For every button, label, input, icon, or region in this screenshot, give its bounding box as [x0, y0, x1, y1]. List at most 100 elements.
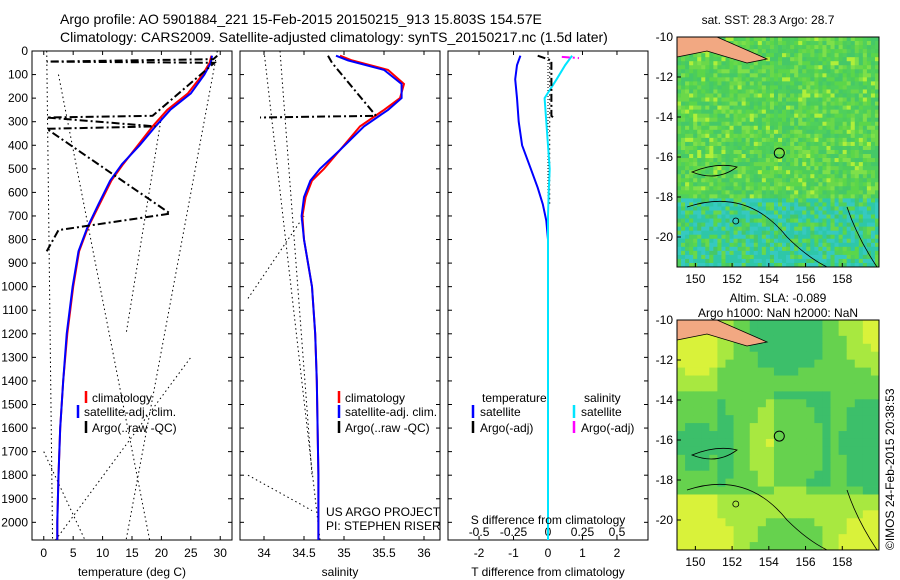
- map-cell: [725, 105, 730, 111]
- map-cell: [782, 162, 787, 167]
- y-tick-label: 100: [8, 68, 28, 82]
- map-cell: [810, 154, 815, 159]
- map-cell: [838, 194, 844, 199]
- map-cell: [814, 49, 819, 54]
- map-cell: [701, 423, 710, 432]
- map-cell: [725, 494, 734, 503]
- map-cell: [790, 69, 795, 74]
- map-cell: [838, 113, 844, 119]
- map-cell: [737, 65, 743, 70]
- map-cell: [854, 158, 860, 163]
- map-cell: [822, 117, 827, 123]
- map-cell: [846, 53, 852, 58]
- map-cell: [782, 101, 787, 106]
- map-cell: [713, 137, 718, 143]
- map-cell: [870, 478, 880, 487]
- map-cell: [794, 214, 799, 219]
- map-cell: [854, 37, 860, 42]
- map-cell: [741, 510, 751, 519]
- map-cell: [757, 407, 767, 416]
- map-cell: [842, 186, 848, 191]
- map-cell: [822, 145, 827, 151]
- map-cell: [786, 133, 791, 139]
- map-cell: [713, 210, 718, 215]
- map-cell: [778, 238, 783, 244]
- x2-tick-label: -0.25: [500, 525, 528, 539]
- map-cell: [870, 526, 880, 535]
- map-cell: [773, 399, 783, 408]
- map-cell: [749, 446, 759, 456]
- map-cell: [778, 77, 783, 82]
- map-cell: [709, 182, 714, 187]
- map-cell: [818, 226, 823, 232]
- map-cell: [854, 198, 860, 203]
- map-cell: [729, 170, 734, 175]
- map-cell: [822, 494, 831, 503]
- map-cell: [830, 182, 835, 187]
- map-cell: [778, 113, 783, 119]
- map-cell: [745, 242, 751, 248]
- map-cell: [749, 49, 755, 54]
- map-cell: [814, 137, 819, 143]
- map-cell: [769, 109, 775, 115]
- map-cell: [802, 121, 807, 127]
- map-cell: [814, 343, 823, 353]
- map-cell: [761, 166, 767, 171]
- map-cell: [858, 214, 864, 219]
- map-cell: [725, 359, 734, 368]
- map-cell: [689, 254, 694, 260]
- map-cell: [773, 542, 783, 551]
- map-cell: [854, 109, 860, 115]
- map-cell: [757, 478, 767, 487]
- map-cell: [769, 246, 775, 252]
- map-cell: [709, 246, 714, 252]
- map-cell: [681, 218, 686, 224]
- map-cell: [850, 186, 856, 191]
- map-cell: [874, 133, 880, 139]
- map-cell: [834, 149, 839, 155]
- map-cell: [870, 351, 880, 361]
- map-cell: [725, 542, 734, 551]
- map-cell: [802, 89, 807, 94]
- map-cell: [685, 57, 690, 62]
- map-cell: [773, 351, 783, 361]
- map-cell: [810, 149, 815, 155]
- map-cell: [830, 206, 835, 211]
- map-cell: [818, 234, 823, 240]
- map-cell: [717, 335, 726, 345]
- map-cell: [826, 101, 831, 106]
- map-cell: [697, 178, 702, 183]
- map-cell: [745, 198, 751, 203]
- map-cell: [866, 37, 872, 42]
- map-cell: [741, 343, 751, 353]
- map-cell: [685, 89, 690, 94]
- map-cell: [814, 198, 819, 203]
- map-cell: [830, 129, 835, 135]
- map-cell: [769, 254, 775, 260]
- map-cell: [822, 166, 827, 171]
- map-cell: [725, 77, 730, 82]
- map-cell: [862, 53, 868, 58]
- x-tick-label: -1: [508, 546, 519, 560]
- map-cell: [717, 113, 722, 119]
- map-cell: [870, 494, 880, 503]
- map-cell: [717, 454, 726, 464]
- map-cell: [834, 85, 839, 90]
- map-cell: [806, 351, 815, 361]
- map-cell: [798, 133, 803, 139]
- map-cell: [721, 174, 726, 179]
- map-cell: [677, 174, 682, 179]
- map-cell: [733, 218, 738, 224]
- map-cell: [854, 526, 864, 535]
- map-cell: [850, 109, 856, 115]
- map-cell: [681, 117, 686, 123]
- map-cell: [693, 230, 698, 236]
- map-cell: [717, 81, 722, 86]
- map-cell: [681, 162, 686, 167]
- map-cell: [846, 141, 852, 147]
- legend-satellite-label: satellite-adj. clim.: [345, 405, 437, 419]
- map-cell: [713, 93, 718, 98]
- map-cell: [725, 478, 734, 487]
- map-cell: [862, 502, 872, 511]
- map-cell: [685, 154, 690, 159]
